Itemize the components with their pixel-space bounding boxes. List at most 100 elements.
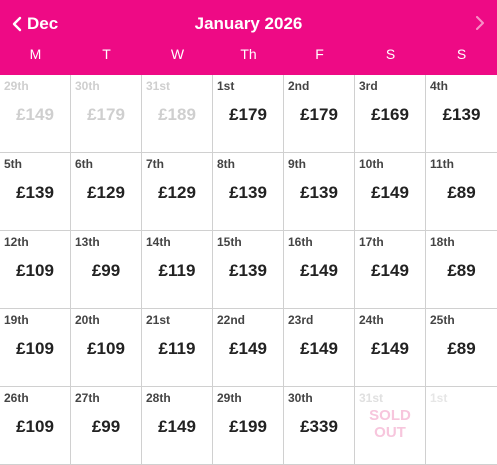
day-price: £109 bbox=[16, 339, 54, 358]
weekday-label: M bbox=[29, 46, 42, 62]
day-cell: 31st £189 bbox=[142, 75, 213, 153]
day-price: £109 bbox=[16, 417, 54, 436]
day-number: 9th bbox=[288, 157, 306, 171]
day-price: £149 bbox=[158, 417, 196, 436]
day-price: £339 bbox=[300, 417, 338, 436]
prev-month-button[interactable]: Dec bbox=[12, 14, 58, 34]
next-month-button[interactable] bbox=[475, 15, 485, 36]
day-cell[interactable]: 24th £149 bbox=[355, 309, 426, 387]
day-number: 14th bbox=[146, 235, 171, 249]
weekday-label: W bbox=[170, 46, 185, 62]
day-price: £139 bbox=[300, 183, 338, 202]
day-number: 30th bbox=[75, 79, 100, 93]
day-cell[interactable]: 27th £99 bbox=[71, 387, 142, 465]
day-price: £89 bbox=[447, 183, 476, 202]
day-number: 21st bbox=[146, 313, 171, 327]
day-cell[interactable]: 6th £129 bbox=[71, 153, 142, 231]
weekday-label: S bbox=[385, 46, 396, 62]
day-cell[interactable]: 30th £339 bbox=[284, 387, 355, 465]
day-cell[interactable]: 14th £119 bbox=[142, 231, 213, 309]
day-number: 23rd bbox=[288, 313, 314, 327]
day-price: £149 bbox=[300, 339, 338, 358]
day-cell: 29th £149 bbox=[0, 75, 71, 153]
sold-out-label: SOLD OUT bbox=[355, 407, 425, 441]
day-number: 27th bbox=[75, 391, 100, 405]
day-cell[interactable]: 21st £119 bbox=[142, 309, 213, 387]
day-number: 26th bbox=[4, 391, 29, 405]
day-price: £109 bbox=[87, 339, 125, 358]
day-number: 8th bbox=[217, 157, 235, 171]
day-number: 12th bbox=[4, 235, 29, 249]
day-price: £109 bbox=[16, 261, 54, 280]
day-price: £149 bbox=[229, 339, 267, 358]
day-number: 2nd bbox=[288, 79, 310, 93]
calendar-grid: 29th £149 30th £179 31st £189 1st £179 2nd £179 3r… bbox=[0, 75, 497, 465]
day-price: £119 bbox=[158, 261, 196, 280]
chevron-left-icon bbox=[12, 16, 22, 32]
day-price: £99 bbox=[91, 417, 121, 436]
day-price: £189 bbox=[158, 105, 196, 124]
day-price: £179 bbox=[87, 105, 125, 124]
day-cell[interactable]: 16th £149 bbox=[284, 231, 355, 309]
day-cell[interactable]: 10th £149 bbox=[355, 153, 426, 231]
sold-out-day-cell: 31st SOLD OUT bbox=[355, 387, 426, 465]
day-price: £89 bbox=[447, 261, 476, 280]
day-number: 13th bbox=[75, 235, 100, 249]
day-number: 19th bbox=[4, 313, 29, 327]
day-cell[interactable]: 8th £139 bbox=[213, 153, 284, 231]
day-number: 22nd bbox=[217, 313, 246, 327]
day-cell[interactable]: 9th £139 bbox=[284, 153, 355, 231]
day-number: 29th bbox=[217, 391, 242, 405]
day-cell[interactable]: 19th £109 bbox=[0, 309, 71, 387]
day-number: 1st bbox=[430, 391, 448, 405]
day-cell[interactable]: 28th £149 bbox=[142, 387, 213, 465]
day-cell[interactable]: 15th £139 bbox=[213, 231, 284, 309]
day-cell[interactable]: 12th £109 bbox=[0, 231, 71, 309]
day-number: 5th bbox=[4, 157, 22, 171]
weekday-label: S bbox=[456, 46, 467, 62]
day-cell[interactable]: 23rd £149 bbox=[284, 309, 355, 387]
day-cell[interactable]: 5th £139 bbox=[0, 153, 71, 231]
day-cell[interactable]: 3rd £169 bbox=[355, 75, 426, 153]
day-price: £149 bbox=[371, 339, 409, 358]
day-cell[interactable]: 20th £109 bbox=[71, 309, 142, 387]
day-cell[interactable]: 29th £199 bbox=[213, 387, 284, 465]
day-price: £99 bbox=[91, 261, 121, 280]
day-cell[interactable]: 13th £99 bbox=[71, 231, 142, 309]
day-number: 31st bbox=[359, 391, 384, 405]
day-cell: 30th £179 bbox=[71, 75, 142, 153]
day-number: 30th bbox=[288, 391, 313, 405]
day-number: 1st bbox=[217, 79, 235, 93]
day-cell[interactable]: 1st £179 bbox=[213, 75, 284, 153]
calendar-header: Dec January 2026 M T W Th F S S bbox=[0, 0, 497, 75]
day-price: £199 bbox=[229, 417, 267, 436]
day-price: £89 bbox=[447, 339, 476, 358]
day-price: £139 bbox=[16, 183, 54, 202]
day-price: £179 bbox=[300, 105, 338, 124]
day-number: 10th bbox=[359, 157, 384, 171]
day-price: £179 bbox=[229, 105, 267, 124]
weekday-label: Th bbox=[240, 46, 257, 62]
day-price: £139 bbox=[229, 261, 267, 280]
day-price: £129 bbox=[158, 183, 196, 202]
day-cell[interactable]: 26th £109 bbox=[0, 387, 71, 465]
day-cell[interactable]: 25th £89 bbox=[426, 309, 497, 387]
day-price: £149 bbox=[300, 261, 338, 280]
day-cell[interactable]: 7th £129 bbox=[142, 153, 213, 231]
day-price: £149 bbox=[371, 261, 409, 280]
chevron-right-icon bbox=[476, 16, 484, 30]
day-number: 6th bbox=[75, 157, 93, 171]
day-price: £119 bbox=[158, 339, 196, 358]
day-cell[interactable]: 17th £149 bbox=[355, 231, 426, 309]
day-cell[interactable]: 4th £139 bbox=[426, 75, 497, 153]
day-number: 11th bbox=[430, 157, 455, 171]
weekday-label: T bbox=[102, 46, 111, 62]
day-cell[interactable]: 11th £89 bbox=[426, 153, 497, 231]
day-price: £169 bbox=[371, 105, 409, 124]
day-number: 16th bbox=[288, 235, 313, 249]
month-title: January 2026 bbox=[194, 14, 303, 33]
day-price: £149 bbox=[371, 183, 409, 202]
day-cell[interactable]: 18th £89 bbox=[426, 231, 497, 309]
day-cell[interactable]: 22nd £149 bbox=[213, 309, 284, 387]
day-cell[interactable]: 2nd £179 bbox=[284, 75, 355, 153]
